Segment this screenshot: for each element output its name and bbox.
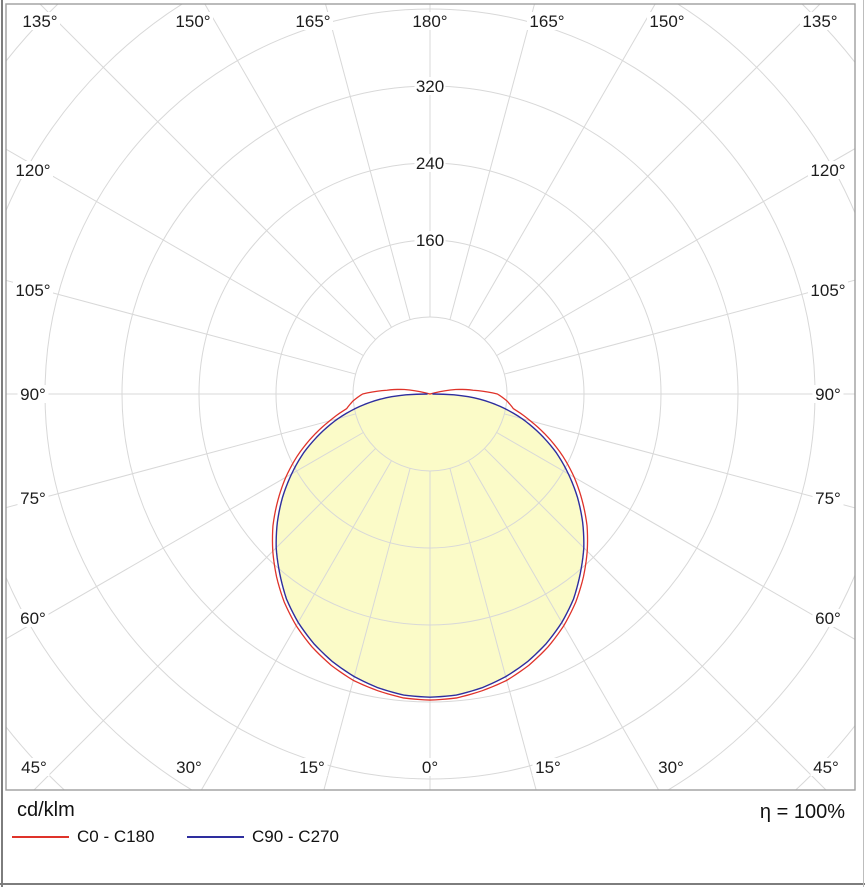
grid-radial-line [6, 432, 364, 640]
grid-radial-line [504, 413, 855, 509]
angle-label: 180° [412, 12, 447, 31]
grid-radial-line [200, 460, 392, 790]
ring-label: 320 [416, 77, 444, 96]
grid-radial-line [6, 148, 364, 356]
angle-label: 15° [299, 758, 325, 777]
legend-label-c90-c270: C90 - C270 [252, 827, 339, 846]
grid-radial-line [449, 4, 536, 320]
angle-label-bg [173, 12, 213, 30]
angle-label-bg [18, 758, 50, 776]
unit-label: cd/klm [17, 799, 75, 821]
angle-label: 75° [20, 489, 46, 508]
angle-label-bg [296, 758, 328, 776]
angle-label-bg [410, 12, 450, 30]
grid-radial-line [39, 4, 376, 340]
legend-line-red-icon [12, 836, 69, 838]
angle-label-bg [419, 758, 441, 776]
angle-label: 135° [802, 12, 837, 31]
angle-label-bg [800, 12, 840, 30]
grid-radial-line [468, 460, 660, 790]
angle-label: 30° [176, 758, 202, 777]
angle-label: 30° [658, 758, 684, 777]
angle-label: 165° [295, 12, 330, 31]
angle-label-bg [655, 758, 687, 776]
angle-label-bg [17, 609, 49, 627]
angle-label: 60° [815, 609, 841, 628]
angle-label-bg [810, 758, 842, 776]
legend-label-c0-c180: C0 - C180 [77, 827, 155, 846]
ring-label: 240 [416, 154, 444, 173]
legend-line-blue-icon [187, 836, 244, 838]
angle-label: 15° [535, 758, 561, 777]
grid-radial-line [496, 432, 855, 640]
angle-label: 135° [22, 12, 57, 31]
grid-radial-line [6, 413, 356, 509]
angle-label-bg [293, 12, 333, 30]
efficiency-label: η = 100% [759, 801, 845, 823]
ring-label: 160 [416, 231, 444, 250]
angle-label: 105° [15, 281, 50, 300]
grid-radial-line [484, 448, 827, 790]
angle-label-bg [17, 385, 49, 403]
angle-label-bg [13, 281, 53, 299]
frame-bottom-border [0, 883, 865, 885]
chart-border [5, 3, 856, 791]
angle-label-bg [173, 758, 205, 776]
angle-label: 75° [815, 489, 841, 508]
grid-radial-line [504, 279, 855, 375]
grid-radial-line [204, 4, 392, 328]
angle-label-bg [13, 161, 53, 179]
angle-label-bg [808, 161, 848, 179]
ring-label-bg [414, 77, 446, 95]
angle-label-bg [532, 758, 564, 776]
grid-radial-line [496, 148, 855, 356]
angle-label-bg [20, 12, 60, 30]
grid-radial-line [468, 4, 656, 328]
ring-label-bg [414, 231, 446, 249]
frame-right-border [863, 0, 864, 887]
angle-label: 165° [529, 12, 564, 31]
angle-label: 0° [422, 758, 438, 777]
angle-label: 45° [813, 758, 839, 777]
angle-label: 105° [810, 281, 845, 300]
series-curve-C0-C180 [271, 388, 589, 701]
legend-item-c0-c180: C0 - C180 [12, 827, 154, 847]
grid-radial-line [323, 468, 411, 790]
angle-label: 150° [175, 12, 210, 31]
angle-label: 120° [810, 161, 845, 180]
polar-chart-svg: 160 240 320 0° 15° 15° 30° 30° 45° 45° 60° 60° 75° 75… [5, 3, 856, 791]
angle-label: 120° [15, 161, 50, 180]
angle-label-bg [812, 385, 844, 403]
series-curve-C90-C270 [275, 393, 585, 698]
ring-label-bg [414, 154, 446, 172]
angle-label-bg [647, 12, 687, 30]
angle-label: 90° [815, 385, 841, 404]
angle-label: 150° [649, 12, 684, 31]
legend-item-c90-c270: C90 - C270 [187, 827, 339, 847]
angle-label: 90° [20, 385, 46, 404]
grid-radial-line [6, 279, 356, 375]
angle-label: 60° [20, 609, 46, 628]
grid-radial-line [33, 448, 376, 790]
frame-left-border [1, 0, 3, 887]
grid-radial-line [324, 4, 411, 320]
angle-label-bg [812, 489, 844, 507]
angle-label-bg [17, 489, 49, 507]
angle-label: 45° [21, 758, 47, 777]
grid-radial-line [484, 4, 821, 340]
grid-radial-line [449, 468, 537, 790]
angle-label-bg [812, 609, 844, 627]
angle-label-bg [527, 12, 567, 30]
chart-plot-area [6, 4, 855, 790]
angle-label-bg [808, 281, 848, 299]
